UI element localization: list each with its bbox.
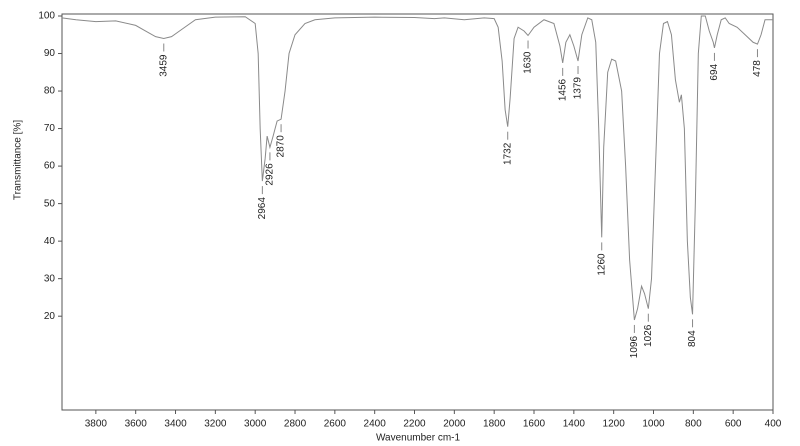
y-tick-label: 20: [44, 311, 56, 322]
peak-label: 478: [752, 60, 763, 77]
spectrum-line: [61, 15, 773, 321]
y-tick-label: 30: [44, 273, 56, 284]
x-axis-title: Wavenumber cm-1: [376, 433, 461, 444]
x-tick-label: 1400: [563, 419, 586, 430]
peak-label: 1026: [643, 324, 654, 347]
x-tick-label: 400: [765, 419, 782, 430]
y-axis-title: Transmittance [%]: [13, 120, 24, 200]
x-tick-label: 2200: [403, 419, 426, 430]
x-tick-label: 3400: [164, 419, 187, 430]
x-tick-label: 3000: [244, 419, 267, 430]
x-tick-label: 800: [685, 419, 702, 430]
peak-label: 2964: [257, 197, 268, 220]
x-tick-label: 2800: [284, 419, 307, 430]
peak-label: 1379: [573, 77, 584, 100]
peak-label: 3459: [158, 54, 169, 77]
y-tick-label: 50: [44, 198, 56, 209]
y-tick-label: 70: [44, 123, 56, 134]
x-tick-label: 2600: [324, 419, 347, 430]
x-tick-label: 1600: [523, 419, 546, 430]
y-tick-label: 100: [38, 11, 55, 22]
y-tick-label: 40: [44, 236, 56, 247]
peak-label: 1096: [629, 336, 640, 359]
x-tick-label: 600: [725, 419, 742, 430]
y-tick-label: 60: [44, 161, 56, 172]
x-tick-label: 3200: [204, 419, 227, 430]
peak-label: 1456: [557, 78, 568, 101]
x-tick-label: 1800: [483, 419, 506, 430]
peak-label: 1260: [596, 253, 607, 276]
x-tick-label: 1200: [603, 419, 626, 430]
peak-label: 1732: [502, 142, 513, 165]
x-tick-label: 3600: [125, 419, 148, 430]
x-tick-label: 2400: [364, 419, 387, 430]
peak-label: 1630: [523, 51, 534, 74]
peak-label: 2926: [265, 163, 276, 186]
y-tick-label: 80: [44, 86, 56, 97]
x-tick-label: 2000: [443, 419, 466, 430]
x-tick-label: 3800: [85, 419, 108, 430]
x-tick-label: 1000: [642, 419, 665, 430]
peak-label: 2870: [276, 135, 287, 158]
peak-label: 694: [709, 63, 720, 80]
y-tick-label: 90: [44, 48, 56, 59]
plot-frame: [61, 13, 774, 411]
peak-label: 804: [687, 330, 698, 347]
